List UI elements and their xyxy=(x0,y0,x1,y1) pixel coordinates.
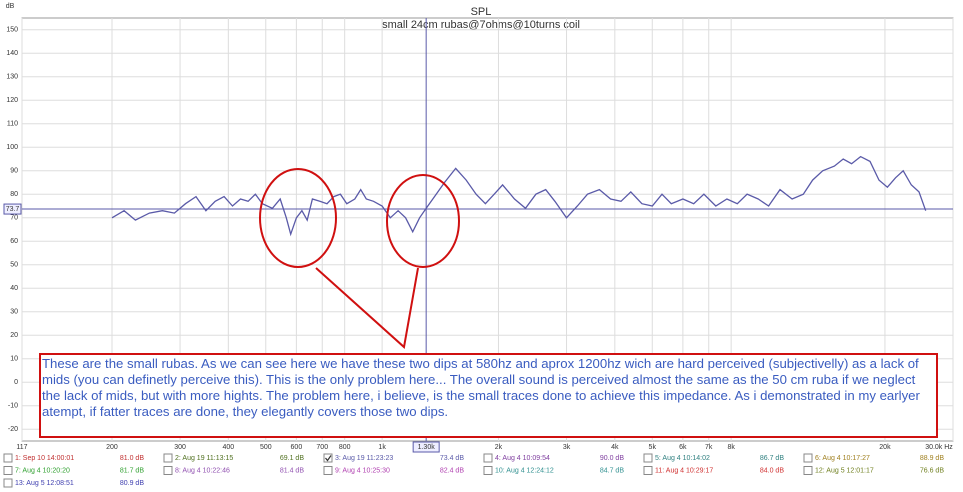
highlight-ellipse xyxy=(386,174,460,268)
measurement-level: 73.4 dB xyxy=(440,455,464,462)
measurement-level: 81.7 dB xyxy=(120,467,144,474)
measurement-name: 4: Aug 4 10:09:54 xyxy=(495,455,550,462)
measurement-checkbox[interactable] xyxy=(483,466,493,475)
measurement-name: 7: Aug 4 10:20:20 xyxy=(15,467,70,474)
x-tick-label: 20k xyxy=(879,444,891,451)
checkbox-tick xyxy=(325,455,332,462)
measurement-checkbox[interactable] xyxy=(323,466,333,475)
legend: 1: Sep 10 14:00:01 81.0 dB 2: Aug 19 11:13… xyxy=(3,453,944,488)
y-tick-label: 60 xyxy=(10,238,18,245)
chart-title: SPL xyxy=(471,6,492,18)
x-tick-label: 200 xyxy=(106,444,118,451)
y-tick-label: 0 xyxy=(14,379,18,386)
measurement-checkbox[interactable] xyxy=(643,466,653,475)
annotations xyxy=(39,168,938,438)
x-tick-label: 3k xyxy=(563,444,571,451)
x-tick-label: 500 xyxy=(260,444,272,451)
measurement-checkbox[interactable] xyxy=(323,453,333,463)
x-tick-label: 1k xyxy=(378,444,386,451)
y-tick-label: 130 xyxy=(6,74,18,81)
cursor-label-box xyxy=(3,203,22,215)
measurement-checkbox[interactable] xyxy=(163,453,173,463)
y-tick-label: 110 xyxy=(7,121,18,128)
measurement-level: 76.6 dB xyxy=(920,467,944,474)
x-tick-label: 4k xyxy=(611,444,619,451)
measurement-checkbox[interactable] xyxy=(803,466,813,475)
y-tick-label: 150 xyxy=(6,27,18,34)
measurement-name: 3: Aug 19 11:23:23 xyxy=(335,455,393,462)
measurement-name: 13: Aug 5 12:08:51 xyxy=(15,480,74,487)
x-tick-label: 2k xyxy=(495,444,503,451)
measurement-name: 6: Aug 4 10:17:27 xyxy=(815,455,870,462)
y-axis-label: dB xyxy=(6,3,15,10)
y-tick-label: 80 xyxy=(10,191,18,198)
y-tick-label: 30 xyxy=(10,309,18,316)
measurement-level: 84.0 dB xyxy=(760,467,784,474)
measurement-name: 12: Aug 5 12:01:17 xyxy=(815,467,874,474)
y-tick-label: -20 xyxy=(8,426,18,433)
highlight-ellipse xyxy=(259,168,337,268)
measurement-name: 11: Aug 4 10:29:17 xyxy=(655,467,713,474)
measurement-name: 9: Aug 4 10:25:30 xyxy=(335,467,390,474)
note-box xyxy=(39,353,938,438)
x-tick-label: 8k xyxy=(727,444,735,451)
x-tick-label: 30.0k Hz xyxy=(925,444,953,451)
chart-subtitle: small 24cm rubas@7ohms@10turns coil xyxy=(382,19,580,31)
measurement-checkbox[interactable] xyxy=(483,453,493,463)
x-tick-label: 600 xyxy=(291,444,303,451)
measurement-level: 69.1 dB xyxy=(280,455,304,462)
y-tick-label: 10 xyxy=(10,356,18,363)
x-tick-label: 700 xyxy=(316,444,328,451)
y-tick-label: -10 xyxy=(8,403,18,410)
cursor-y-label: 73.7 xyxy=(6,206,20,213)
measurement-level: 88.9 dB xyxy=(920,455,944,462)
cursor-x-label: 1.30k xyxy=(418,444,436,451)
measurement-level: 81.4 dB xyxy=(280,467,304,474)
x-tick-label: 800 xyxy=(339,444,351,451)
y-tick-label: 90 xyxy=(10,168,18,175)
y-tick-label: 100 xyxy=(6,144,18,151)
x-tick-label: 7k xyxy=(705,444,713,451)
y-tick-label: 140 xyxy=(6,50,18,57)
measurement-checkbox[interactable] xyxy=(3,478,13,488)
measurement-checkbox[interactable] xyxy=(803,453,813,463)
note-text: These are the small rubas. As we can see… xyxy=(42,356,920,419)
x-tick-label: 5k xyxy=(649,444,657,451)
measurement-level: 80.9 dB xyxy=(120,480,144,487)
measurement-level: 86.7 dB xyxy=(760,455,784,462)
y-tick-label: 40 xyxy=(10,285,18,292)
y-tick-label: 20 xyxy=(10,332,18,339)
pointer-arrow xyxy=(315,267,419,349)
measurement-checkbox[interactable] xyxy=(643,453,653,463)
y-tick-label: 50 xyxy=(10,262,18,269)
measurement-checkbox[interactable] xyxy=(3,466,13,475)
measurement-checkbox[interactable] xyxy=(163,466,173,475)
x-tick-label: 400 xyxy=(222,444,234,451)
measurement-name: 10: Aug 4 12:24:12 xyxy=(495,467,554,474)
x-tick-label: 300 xyxy=(174,444,186,451)
y-tick-label: 70 xyxy=(10,215,18,222)
measurement-name: 1: Sep 10 14:00:01 xyxy=(15,455,74,462)
measurement-name: 2: Aug 19 11:13:15 xyxy=(175,455,233,462)
measurement-name: 5: Aug 4 10:14:02 xyxy=(655,455,710,462)
measurement-level: 84.7 dB xyxy=(600,467,624,474)
cursor-label-box xyxy=(412,441,440,453)
measurement-level: 82.4 dB xyxy=(440,467,464,474)
measurement-name: 8: Aug 4 10:22:46 xyxy=(175,467,230,474)
measurement-level: 81.0 dB xyxy=(120,455,144,462)
x-tick-label: 6k xyxy=(679,444,687,451)
measurement-checkbox[interactable] xyxy=(3,453,13,463)
x-tick-label: 117 xyxy=(16,444,27,451)
measurement-level: 90.0 dB xyxy=(600,455,624,462)
y-tick-label: 120 xyxy=(6,97,18,104)
